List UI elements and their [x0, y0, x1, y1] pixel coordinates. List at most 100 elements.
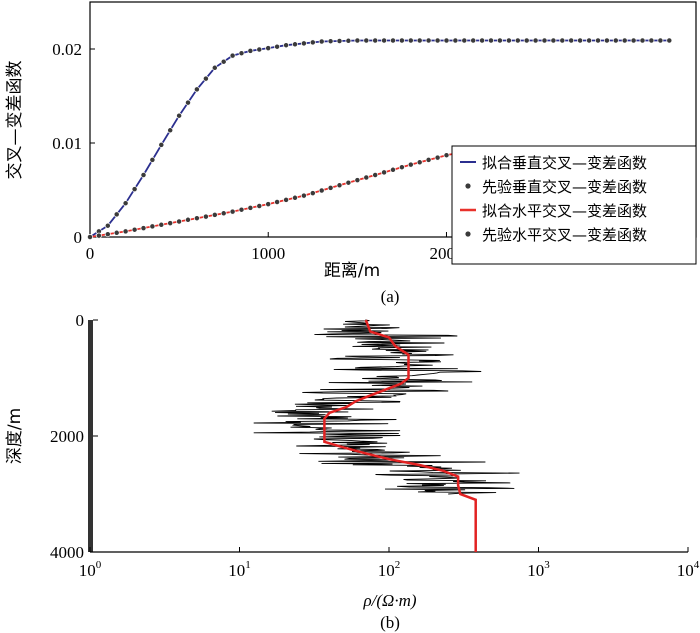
panel-b-caption: (b) — [380, 613, 400, 632]
data-point — [238, 50, 245, 57]
data-point — [167, 127, 174, 134]
data-point — [211, 64, 218, 71]
data-point — [470, 37, 477, 44]
data-point — [354, 37, 361, 44]
data-point — [603, 37, 610, 44]
data-point — [87, 234, 93, 240]
data-point — [318, 187, 325, 194]
data-point — [532, 37, 539, 44]
data-point — [354, 177, 361, 184]
legend-label-horizontal-prior: 先验水平交叉—变差函数 — [482, 226, 647, 244]
panel-a: 010002000300000.010.02 拟合垂直交叉—变差函数 先验垂直交… — [5, 1, 697, 306]
data-point — [193, 215, 200, 222]
data-point — [247, 47, 254, 54]
data-point — [443, 152, 450, 159]
data-point — [300, 40, 307, 47]
x-tick-label: 103 — [527, 559, 550, 580]
data-point — [577, 37, 584, 44]
panel-a-x-axis-label: 距离/m — [324, 261, 380, 281]
data-point — [541, 37, 548, 44]
data-point — [104, 222, 111, 229]
data-point — [336, 182, 343, 189]
data-point — [292, 194, 298, 201]
data-point — [176, 112, 183, 119]
data-point — [550, 37, 557, 44]
legend-box — [451, 145, 697, 265]
data-point — [131, 226, 138, 233]
data-point — [612, 37, 619, 44]
data-point — [648, 37, 655, 44]
data-point — [488, 37, 494, 44]
data-point — [390, 166, 396, 173]
x-tick-label: 0 — [86, 244, 95, 263]
data-point — [131, 186, 138, 193]
y-tick-label: 4000 — [50, 543, 84, 562]
data-point — [595, 37, 601, 44]
data-point — [122, 228, 129, 235]
y-tick-label: 0 — [76, 311, 85, 330]
data-point — [505, 37, 512, 44]
data-point — [407, 161, 414, 168]
data-point — [381, 37, 388, 44]
data-point — [425, 37, 432, 44]
data-point — [149, 223, 156, 230]
data-point — [345, 37, 352, 44]
data-point — [309, 39, 316, 46]
data-point — [104, 231, 111, 238]
data-point — [274, 43, 281, 50]
data-point — [496, 37, 503, 44]
legend-label-vertical-fit: 拟合垂直交叉—变差函数 — [482, 154, 647, 172]
panel-b-ticks: 100 101 102 103 104 0 2000 4000 — [50, 311, 700, 580]
data-point — [292, 41, 298, 48]
data-point — [434, 37, 441, 44]
data-point — [425, 156, 432, 163]
data-point — [283, 42, 290, 49]
data-point — [363, 174, 370, 181]
data-point — [327, 38, 334, 45]
data-point — [176, 218, 183, 225]
data-point — [229, 52, 236, 59]
data-point — [158, 221, 165, 228]
data-point — [274, 199, 281, 205]
raw-resistivity-line — [253, 319, 520, 495]
data-point — [372, 172, 379, 178]
data-point — [372, 37, 379, 44]
panel-a-caption: (a) — [381, 287, 400, 306]
y-tick-label: 0 — [74, 228, 83, 247]
data-point — [185, 216, 191, 223]
data-point — [193, 86, 200, 93]
data-point — [479, 37, 486, 44]
data-point — [265, 45, 272, 52]
data-point — [256, 203, 263, 209]
data-point — [381, 169, 388, 176]
legend-label-horizontal-fit: 拟合水平交叉—变差函数 — [482, 202, 647, 220]
data-point — [390, 37, 396, 44]
data-point — [318, 38, 325, 45]
x-tick-label: 104 — [677, 559, 700, 580]
y-tick-label: 2000 — [50, 427, 84, 446]
data-point — [140, 225, 147, 232]
data-point — [336, 38, 343, 44]
data-point — [309, 190, 316, 197]
panel-b-y-axis-label: 深度/m — [5, 408, 25, 464]
data-point — [149, 156, 156, 163]
data-point — [202, 75, 209, 82]
data-point — [416, 37, 423, 44]
data-point — [639, 37, 646, 44]
panel-b: 100 101 102 103 104 0 2000 4000 深度/m ρ/(Ω·m) (b… — [5, 311, 700, 632]
legend-marker-vertical-prior — [464, 182, 472, 190]
y-tick-label: 0.01 — [52, 134, 82, 153]
data-point — [621, 37, 628, 44]
data-point — [345, 179, 352, 186]
legend-marker-horizontal-prior — [464, 230, 472, 238]
data-point — [238, 206, 245, 213]
x-tick-label: 100 — [79, 559, 102, 580]
data-point — [229, 208, 236, 215]
data-point — [185, 99, 191, 106]
data-point — [666, 37, 673, 44]
panel-b-x-axis-label: ρ/(Ω·m) — [362, 591, 416, 610]
x-tick-label: 1000 — [251, 244, 285, 263]
data-point — [300, 192, 307, 199]
data-point — [283, 196, 290, 203]
data-point — [452, 37, 459, 44]
